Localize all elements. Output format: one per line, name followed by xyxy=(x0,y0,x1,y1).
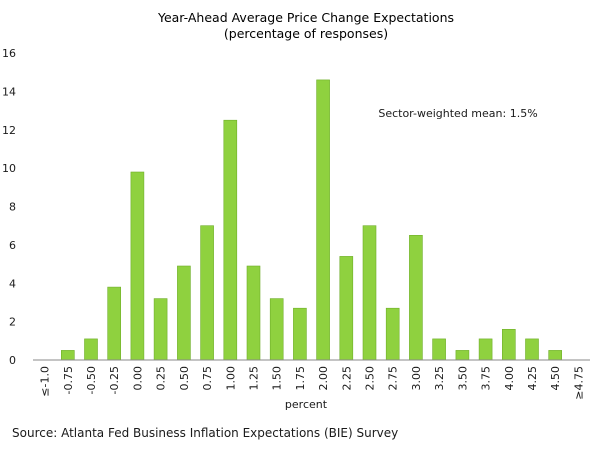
x-tick-label: 3.00 xyxy=(410,366,423,391)
bar-2.00 xyxy=(316,79,330,361)
y-tick-label: 6 xyxy=(9,239,16,252)
x-axis-label: percent xyxy=(285,398,328,411)
x-tick-label: 4.00 xyxy=(503,366,516,391)
y-tick-label: 4 xyxy=(9,277,16,290)
bar-3.25 xyxy=(432,338,446,361)
chart-title: Year-Ahead Average Price Change Expectat… xyxy=(157,10,454,25)
x-tick-label: 4.50 xyxy=(549,366,562,391)
x-tick-label: 2.00 xyxy=(317,366,330,391)
x-tick-label: 0.50 xyxy=(178,366,191,391)
x-tick-label: 2.25 xyxy=(340,366,353,391)
y-tick-label: 12 xyxy=(2,124,16,137)
source-note: Source: Atlanta Fed Business Inflation E… xyxy=(12,426,399,440)
bar-0.25 xyxy=(153,298,168,361)
x-tick-label: 1.00 xyxy=(224,366,237,391)
x-tick-label: 4.25 xyxy=(526,366,539,391)
y-tick-label: 0 xyxy=(9,354,16,367)
bar-1.25 xyxy=(246,265,261,361)
bars xyxy=(60,79,563,361)
bar-1.50 xyxy=(269,298,284,361)
bar-2.50 xyxy=(362,225,377,361)
x-tick-label: 0.00 xyxy=(131,366,144,391)
bar-0.75 xyxy=(200,225,214,361)
bar-4.50 xyxy=(548,350,563,361)
bar-2.75 xyxy=(385,307,400,361)
bar-0.50 xyxy=(177,265,191,361)
x-tick-label: -0.25 xyxy=(108,366,121,394)
bar-0.00 xyxy=(130,171,145,361)
bar-3.00 xyxy=(409,235,423,361)
x-axis: ≤-1.0 -0.75 -0.50 -0.25 0.00 0.25 0.50 0.75 1.00… xyxy=(39,366,586,400)
bar-3.50 xyxy=(455,350,470,361)
x-tick-label: 1.75 xyxy=(294,366,307,391)
bar-2.25 xyxy=(339,256,354,361)
x-tick-label: 3.50 xyxy=(456,366,469,391)
bar--0.25 xyxy=(107,286,121,361)
x-tick-label: 0.25 xyxy=(155,366,168,391)
x-tick-label: 2.75 xyxy=(387,366,400,391)
bar-1.00 xyxy=(223,119,238,361)
x-tick-label: 2.50 xyxy=(364,366,377,391)
x-tick-label: ≤-1.0 xyxy=(39,366,52,397)
bar-3.75 xyxy=(478,338,493,361)
y-tick-label: 16 xyxy=(2,47,16,60)
y-tick-label: 2 xyxy=(9,316,16,329)
y-axis: 0 2 4 6 8 10 12 14 16 xyxy=(2,47,16,367)
x-tick-label: ≥4.75 xyxy=(572,366,585,400)
bar--0.50 xyxy=(84,338,98,361)
bar-4.00 xyxy=(501,328,516,361)
x-tick-label: 3.75 xyxy=(480,366,493,391)
bar--0.75 xyxy=(60,350,75,361)
y-tick-label: 14 xyxy=(2,85,16,98)
bar-4.25 xyxy=(525,338,539,361)
chart-subtitle: (percentage of responses) xyxy=(224,26,388,41)
x-tick-label: 0.75 xyxy=(201,366,214,391)
bar-1.75 xyxy=(293,307,307,361)
x-tick-label: -0.75 xyxy=(62,366,75,394)
x-tick-label: -0.50 xyxy=(85,366,98,394)
y-tick-label: 8 xyxy=(9,201,16,214)
mean-annotation: Sector-weighted mean: 1.5% xyxy=(378,107,537,120)
y-tick-label: 10 xyxy=(2,162,16,175)
x-tick-label: 3.25 xyxy=(433,366,446,391)
x-tick-label: 1.25 xyxy=(248,366,261,391)
x-tick-label: 1.50 xyxy=(271,366,284,391)
